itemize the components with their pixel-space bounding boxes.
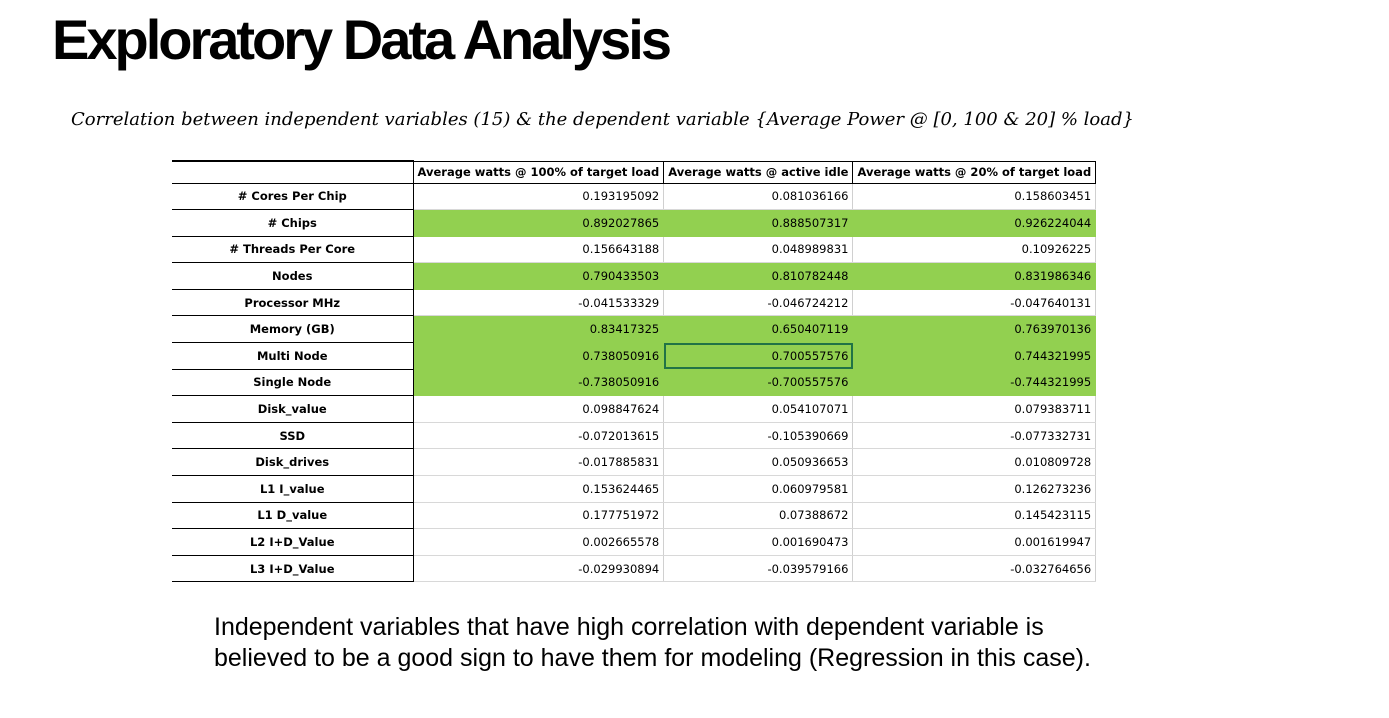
- row-label[interactable]: Processor MHz: [172, 289, 414, 317]
- correlation-cell[interactable]: 0.10926225: [852, 236, 1097, 264]
- correlation-cell[interactable]: -0.046724212: [663, 289, 854, 317]
- correlation-cell[interactable]: 0.001690473: [663, 528, 854, 556]
- table-header: Average watts @ 100% of target load Aver…: [172, 160, 1097, 184]
- correlation-cell[interactable]: 0.193195092: [413, 183, 665, 211]
- row-label[interactable]: Multi Node: [172, 342, 414, 370]
- table-row: L1 D_value 0.177751972 0.07388672 0.1454231…: [172, 502, 1097, 530]
- correlation-cell[interactable]: 0.744321995: [852, 342, 1097, 370]
- correlation-cell[interactable]: 0.763970136: [852, 315, 1097, 344]
- row-label[interactable]: L3 I+D_Value: [172, 555, 414, 583]
- correlation-cell[interactable]: 0.060979581: [663, 475, 854, 503]
- conclusion-line: Independent variables that have high cor…: [214, 613, 1044, 641]
- correlation-cell[interactable]: 0.790433503: [413, 262, 665, 290]
- table-row: Single Node -0.738050916 -0.700557576 -0.74…: [172, 369, 1097, 397]
- correlation-cell[interactable]: 0.002665578: [413, 528, 665, 556]
- correlation-cell[interactable]: -0.041533329: [413, 289, 665, 317]
- conclusion-note: Independent variables that have high cor…: [214, 612, 1091, 674]
- correlation-cell[interactable]: -0.039579166: [663, 555, 854, 583]
- table-row: Disk_value 0.098847624 0.054107071 0.079383…: [172, 395, 1097, 423]
- correlation-cell[interactable]: 0.153624465: [413, 475, 665, 503]
- row-label[interactable]: # Threads Per Core: [172, 236, 414, 264]
- correlation-cell[interactable]: 0.700557576: [663, 342, 854, 370]
- correlation-cell[interactable]: -0.077332731: [852, 422, 1097, 450]
- table-row: # Threads Per Core 0.156643188 0.048989831…: [172, 236, 1097, 264]
- correlation-cell[interactable]: 0.081036166: [663, 183, 854, 211]
- correlation-cell[interactable]: 0.926224044: [852, 209, 1097, 237]
- table-row: L2 I+D_Value 0.002665578 0.001690473 0.0016…: [172, 528, 1097, 556]
- correlation-cell[interactable]: -0.105390669: [663, 422, 854, 450]
- correlation-cell[interactable]: -0.029930894: [413, 555, 665, 583]
- table-body: # Cores Per Chip 0.193195092 0.081036166 0.…: [172, 183, 1097, 583]
- row-label[interactable]: Nodes: [172, 262, 414, 290]
- correlation-cell[interactable]: 0.010809728: [852, 448, 1097, 477]
- row-label[interactable]: L1 I_value: [172, 475, 414, 503]
- correlation-cell[interactable]: -0.700557576: [663, 369, 854, 397]
- correlation-cell[interactable]: -0.072013615: [413, 422, 665, 450]
- table-row: Nodes 0.790433503 0.810782448 0.831986346: [172, 262, 1097, 290]
- correlation-cell[interactable]: 0.177751972: [413, 502, 665, 530]
- correlation-cell[interactable]: 0.126273236: [852, 475, 1097, 503]
- table-row: SSD -0.072013615 -0.105390669 -0.077332731: [172, 422, 1097, 450]
- page-title: Exploratory Data Analysis: [52, 8, 672, 71]
- row-label[interactable]: L2 I+D_Value: [172, 528, 414, 556]
- table-corner-cell: [172, 160, 413, 184]
- correlation-cell[interactable]: 0.650407119: [663, 315, 854, 344]
- correlation-cell[interactable]: -0.047640131: [852, 289, 1097, 317]
- subtitle: Correlation between independent variable…: [71, 109, 1134, 130]
- correlation-cell[interactable]: 0.07388672: [663, 502, 854, 530]
- correlation-cell[interactable]: 0.831986346: [852, 262, 1097, 290]
- row-label[interactable]: # Chips: [172, 209, 414, 237]
- correlation-cell[interactable]: 0.001619947: [852, 528, 1097, 556]
- correlation-cell[interactable]: 0.079383711: [852, 395, 1097, 423]
- table-row: Disk_drives -0.017885831 0.050936653 0.0108…: [172, 448, 1097, 477]
- correlation-cell[interactable]: -0.032764656: [852, 555, 1097, 583]
- table-row: L1 I_value 0.153624465 0.060979581 0.126273…: [172, 475, 1097, 503]
- correlation-cell[interactable]: 0.054107071: [663, 395, 854, 423]
- correlation-cell[interactable]: 0.158603451: [852, 183, 1097, 211]
- column-header[interactable]: Average watts @ 20% of target load: [852, 160, 1097, 184]
- correlation-cell[interactable]: 0.888507317: [663, 209, 854, 237]
- column-header[interactable]: Average watts @ 100% of target load: [412, 160, 665, 184]
- correlation-cell[interactable]: 0.892027865: [413, 209, 665, 237]
- row-label[interactable]: L1 D_value: [172, 502, 414, 530]
- correlation-cell[interactable]: -0.738050916: [413, 369, 665, 397]
- correlation-cell[interactable]: 0.048989831: [663, 236, 854, 264]
- correlation-cell[interactable]: 0.145423115: [852, 502, 1097, 530]
- column-header[interactable]: Average watts @ active idle: [663, 160, 854, 184]
- row-label[interactable]: Disk_drives: [172, 448, 414, 477]
- correlation-cell[interactable]: -0.744321995: [852, 369, 1097, 397]
- row-label[interactable]: SSD: [172, 422, 414, 450]
- correlation-cell[interactable]: 0.156643188: [413, 236, 665, 264]
- correlation-cell[interactable]: 0.738050916: [413, 342, 665, 370]
- table-row: Memory (GB) 0.83417325 0.650407119 0.763970…: [172, 315, 1097, 344]
- correlation-cell[interactable]: -0.017885831: [413, 448, 665, 477]
- table-row: Processor MHz -0.041533329 -0.046724212 -0.…: [172, 289, 1097, 317]
- table-row: L3 I+D_Value -0.029930894 -0.039579166 -0.0…: [172, 555, 1097, 583]
- row-label[interactable]: Memory (GB): [172, 315, 414, 344]
- table-row: Multi Node 0.738050916 0.700557576 0.744321…: [172, 342, 1097, 370]
- table-header-row: Average watts @ 100% of target load Aver…: [172, 160, 1097, 184]
- row-label[interactable]: # Cores Per Chip: [172, 183, 414, 211]
- correlation-cell[interactable]: 0.050936653: [663, 448, 854, 477]
- table-row: # Cores Per Chip 0.193195092 0.081036166 0.…: [172, 183, 1097, 211]
- correlation-table: Average watts @ 100% of target load Aver…: [172, 160, 1097, 583]
- row-label[interactable]: Single Node: [172, 369, 414, 397]
- correlation-cell[interactable]: 0.83417325: [413, 315, 665, 344]
- conclusion-line: believed to be a good sign to have them …: [214, 644, 1091, 672]
- correlation-cell[interactable]: 0.098847624: [413, 395, 665, 423]
- row-label[interactable]: Disk_value: [172, 395, 414, 423]
- correlation-table-container: Average watts @ 100% of target load Aver…: [172, 160, 1097, 583]
- correlation-cell[interactable]: 0.810782448: [663, 262, 854, 290]
- table-row: # Chips 0.892027865 0.888507317 0.926224044: [172, 209, 1097, 237]
